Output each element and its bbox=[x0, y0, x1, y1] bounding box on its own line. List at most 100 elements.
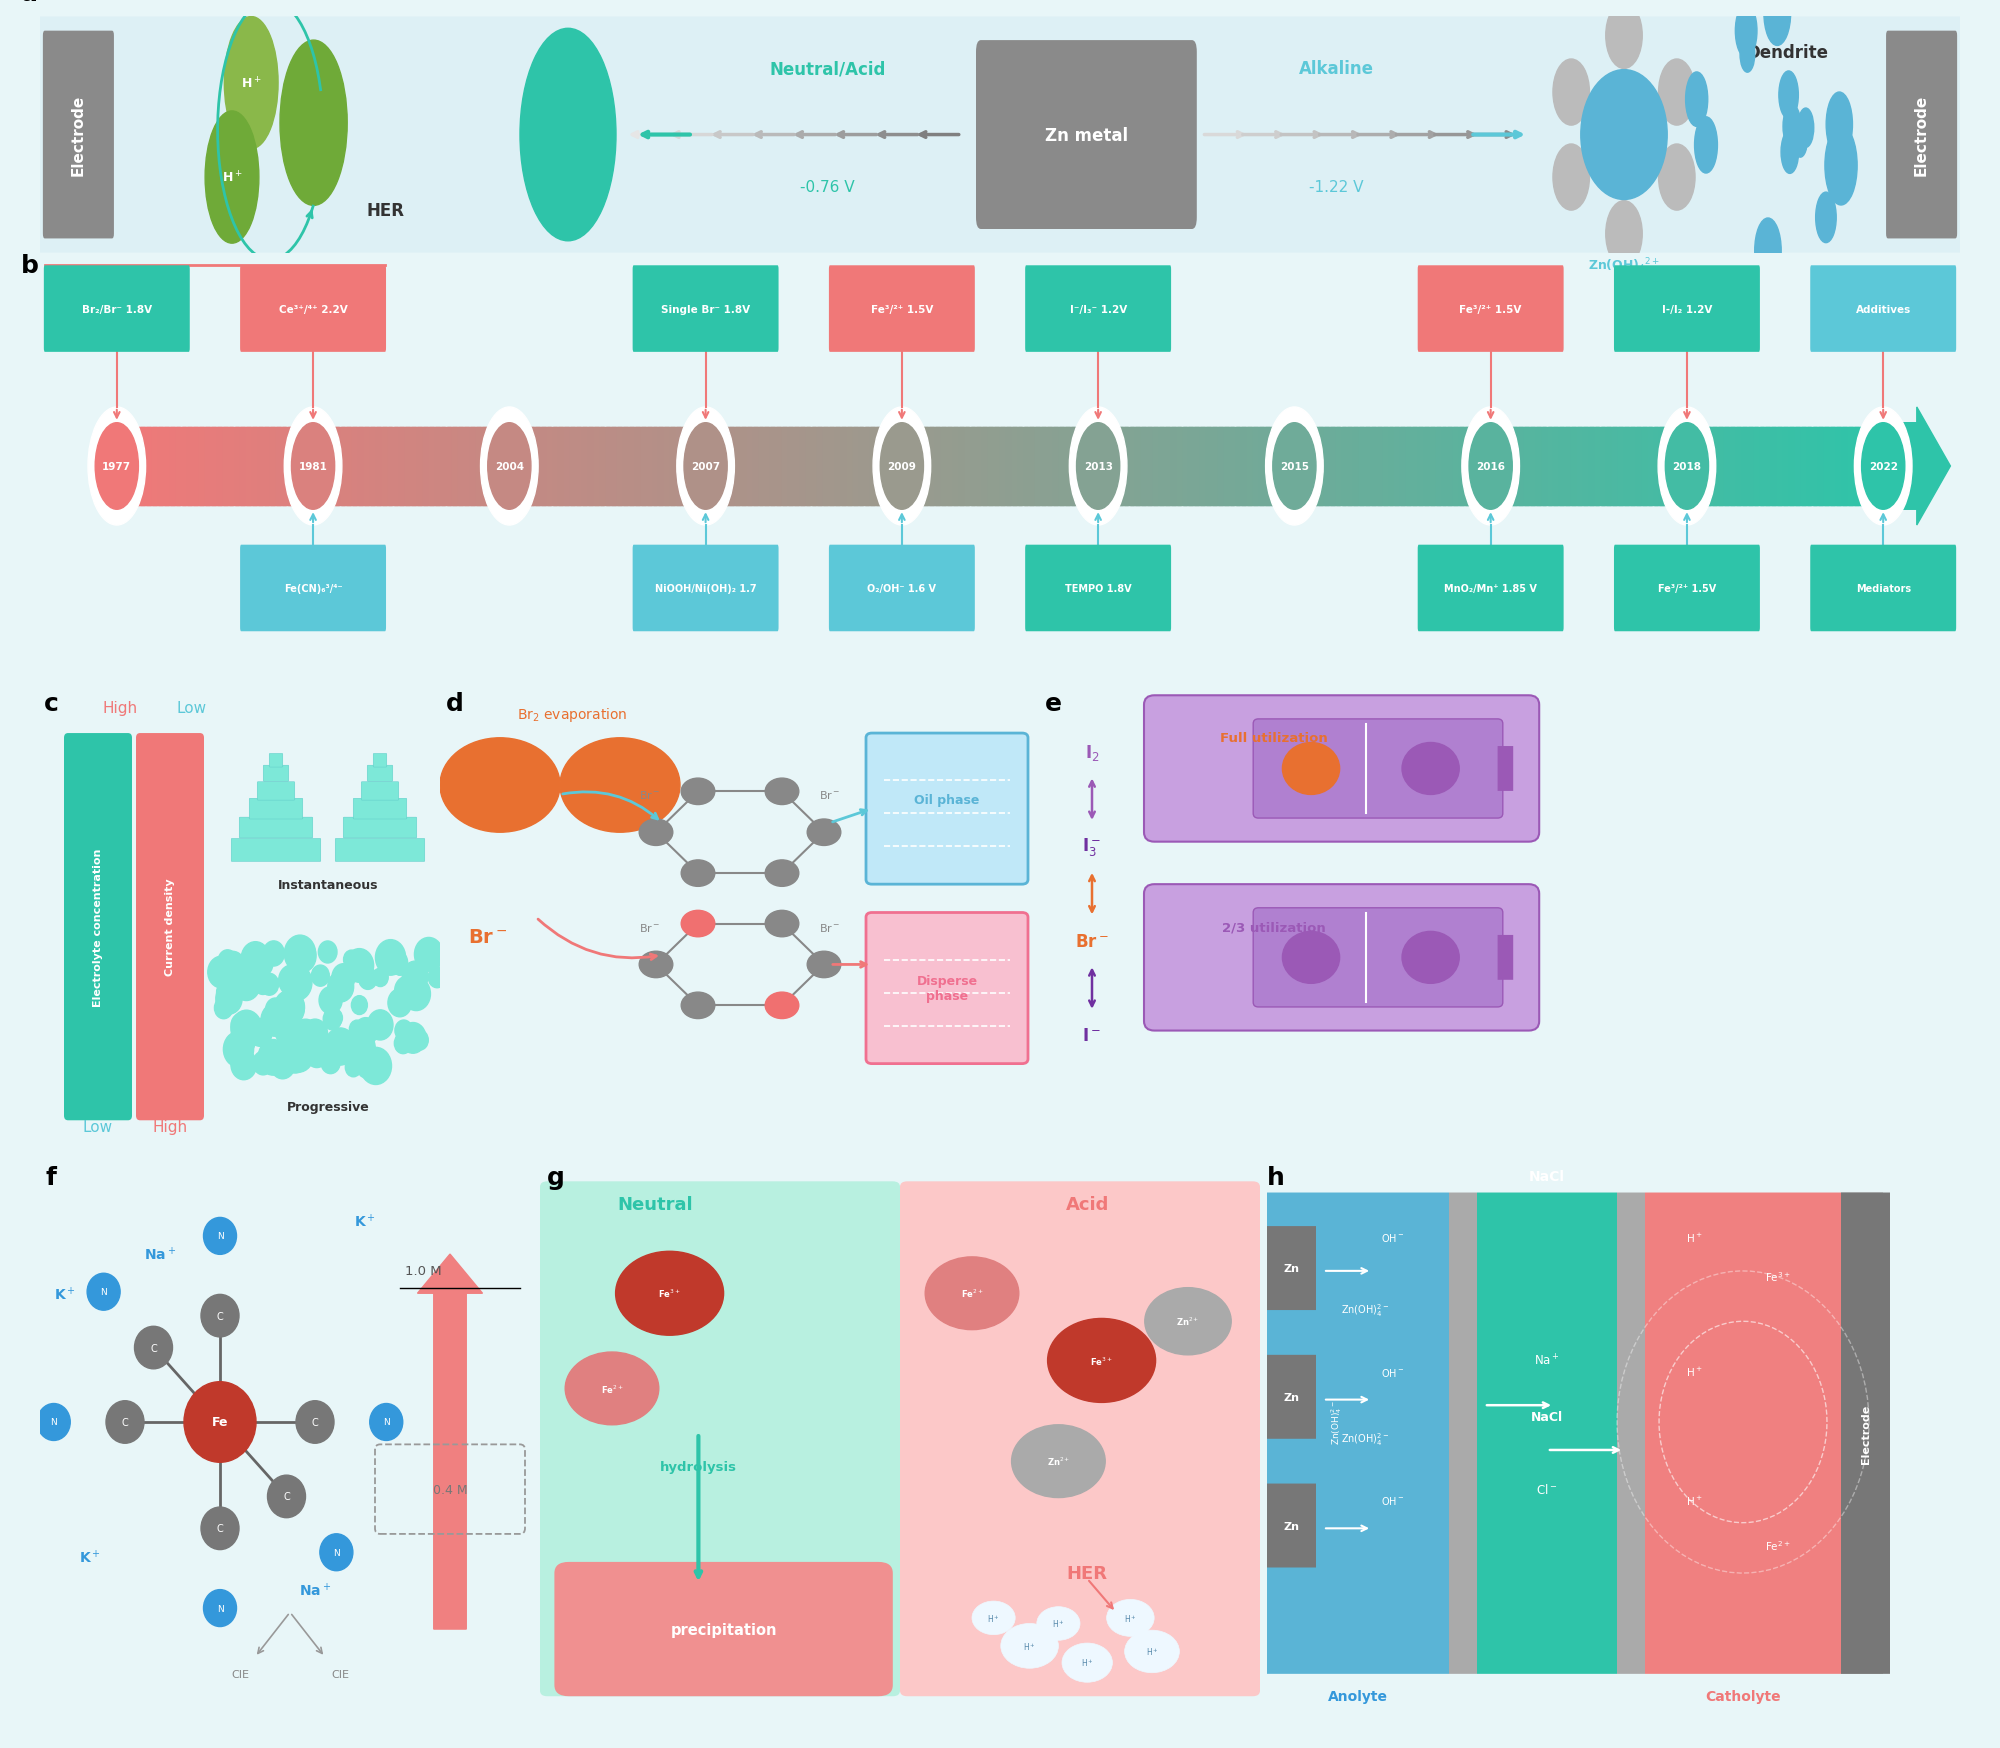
Bar bbox=[594, 427, 604, 507]
Text: C: C bbox=[216, 1311, 224, 1321]
Bar bbox=[830, 427, 840, 507]
Circle shape bbox=[312, 965, 330, 986]
Bar bbox=[270, 427, 280, 507]
Bar bbox=[724, 427, 734, 507]
Bar bbox=[1460, 427, 1470, 507]
Ellipse shape bbox=[1070, 407, 1126, 526]
Circle shape bbox=[344, 1040, 360, 1061]
Text: Br$^-$: Br$^-$ bbox=[640, 788, 660, 801]
Bar bbox=[1606, 427, 1618, 507]
Bar bbox=[1330, 427, 1340, 507]
Bar bbox=[440, 427, 452, 507]
Circle shape bbox=[354, 1017, 378, 1045]
FancyBboxPatch shape bbox=[232, 839, 320, 862]
FancyBboxPatch shape bbox=[1840, 1192, 1890, 1675]
Circle shape bbox=[566, 1353, 658, 1425]
Text: H$^+$: H$^+$ bbox=[1124, 1612, 1136, 1624]
Bar bbox=[1070, 427, 1082, 507]
FancyBboxPatch shape bbox=[250, 799, 302, 820]
Bar bbox=[334, 427, 346, 507]
Bar bbox=[140, 427, 152, 507]
Text: Br$^-$: Br$^-$ bbox=[468, 926, 508, 946]
FancyBboxPatch shape bbox=[270, 753, 282, 767]
Circle shape bbox=[346, 949, 374, 982]
Bar bbox=[546, 427, 558, 507]
Bar bbox=[1448, 427, 1458, 507]
Bar bbox=[282, 427, 292, 507]
Text: Electrolyte concentration: Electrolyte concentration bbox=[92, 848, 104, 1007]
Bar bbox=[740, 427, 752, 507]
Circle shape bbox=[258, 1040, 288, 1075]
Text: High: High bbox=[102, 701, 138, 715]
FancyBboxPatch shape bbox=[136, 734, 204, 1120]
Bar bbox=[518, 427, 528, 507]
Text: C: C bbox=[284, 1491, 290, 1502]
Text: N: N bbox=[656, 960, 664, 970]
Bar bbox=[1154, 427, 1164, 507]
Bar bbox=[1794, 427, 1806, 507]
Bar bbox=[288, 427, 298, 507]
Circle shape bbox=[370, 1404, 402, 1440]
Bar bbox=[1082, 427, 1094, 507]
Text: Br$^-$: Br$^-$ bbox=[640, 921, 660, 933]
Circle shape bbox=[278, 965, 304, 996]
Bar bbox=[134, 427, 146, 507]
Bar bbox=[1400, 427, 1412, 507]
Bar bbox=[788, 427, 798, 507]
Bar bbox=[388, 427, 398, 507]
Bar bbox=[500, 427, 510, 507]
Text: OH$^-$: OH$^-$ bbox=[1382, 1365, 1404, 1377]
Bar bbox=[306, 427, 316, 507]
Bar bbox=[1030, 427, 1040, 507]
Bar bbox=[758, 427, 770, 507]
Circle shape bbox=[216, 982, 234, 1003]
Circle shape bbox=[972, 1601, 1016, 1634]
FancyBboxPatch shape bbox=[240, 266, 386, 353]
Bar bbox=[228, 427, 240, 507]
Bar bbox=[1636, 427, 1646, 507]
Circle shape bbox=[278, 991, 304, 1023]
Circle shape bbox=[324, 1028, 356, 1066]
Circle shape bbox=[216, 984, 242, 1014]
Circle shape bbox=[280, 1037, 310, 1073]
Bar bbox=[764, 427, 776, 507]
Bar bbox=[1100, 427, 1110, 507]
Bar bbox=[1588, 427, 1600, 507]
Text: N: N bbox=[656, 829, 664, 837]
Bar bbox=[1318, 427, 1328, 507]
Text: Instantaneous: Instantaneous bbox=[278, 877, 378, 891]
Bar bbox=[422, 427, 434, 507]
Bar bbox=[1324, 427, 1334, 507]
Bar bbox=[534, 427, 546, 507]
Ellipse shape bbox=[874, 407, 930, 526]
Text: Fe³/²⁺ 1.5V: Fe³/²⁺ 1.5V bbox=[870, 304, 934, 315]
Circle shape bbox=[1012, 1425, 1106, 1498]
Bar bbox=[1052, 427, 1064, 507]
Bar bbox=[794, 427, 804, 507]
Ellipse shape bbox=[880, 423, 924, 510]
Circle shape bbox=[344, 951, 360, 970]
Text: H$^+$: H$^+$ bbox=[222, 170, 242, 185]
FancyBboxPatch shape bbox=[1644, 1192, 1840, 1675]
Bar bbox=[152, 427, 162, 507]
Bar bbox=[1666, 427, 1676, 507]
Bar bbox=[836, 427, 846, 507]
FancyBboxPatch shape bbox=[1448, 1192, 1476, 1675]
Bar bbox=[1088, 427, 1100, 507]
Bar bbox=[924, 427, 934, 507]
Text: Zn$^{2+}$: Zn$^{2+}$ bbox=[1046, 1454, 1070, 1468]
Bar bbox=[1512, 427, 1522, 507]
Circle shape bbox=[1782, 131, 1798, 175]
Circle shape bbox=[260, 1049, 280, 1072]
Text: N: N bbox=[216, 1232, 224, 1241]
Circle shape bbox=[1036, 1606, 1080, 1640]
Text: Zn: Zn bbox=[1284, 1391, 1300, 1402]
Bar bbox=[958, 427, 970, 507]
Text: Neutral/Acid: Neutral/Acid bbox=[770, 61, 886, 79]
Circle shape bbox=[350, 1021, 364, 1038]
Bar bbox=[912, 427, 922, 507]
Bar bbox=[1436, 427, 1446, 507]
Bar bbox=[1270, 427, 1282, 507]
Bar bbox=[540, 427, 552, 507]
Bar bbox=[1382, 427, 1394, 507]
